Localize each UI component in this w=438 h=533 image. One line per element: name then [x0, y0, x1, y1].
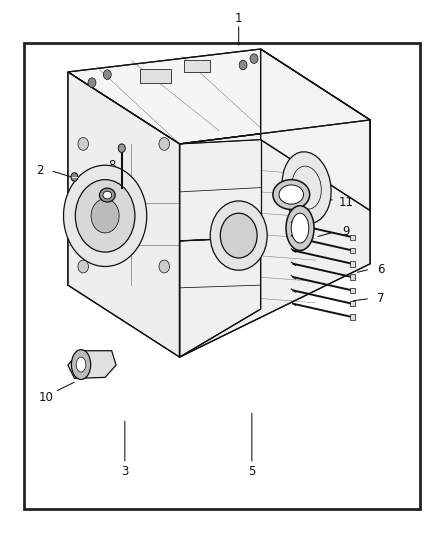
- Polygon shape: [180, 120, 370, 357]
- Ellipse shape: [282, 152, 331, 223]
- Circle shape: [250, 54, 258, 63]
- Polygon shape: [261, 49, 370, 211]
- Ellipse shape: [291, 213, 309, 243]
- Circle shape: [210, 201, 267, 270]
- Polygon shape: [180, 237, 261, 357]
- Bar: [184, 60, 210, 72]
- Circle shape: [88, 78, 96, 87]
- Bar: [350, 314, 355, 320]
- Polygon shape: [68, 49, 370, 144]
- Circle shape: [78, 138, 88, 150]
- Text: 2: 2: [35, 164, 43, 177]
- Circle shape: [91, 199, 119, 233]
- Bar: [350, 301, 355, 306]
- Ellipse shape: [71, 350, 91, 379]
- Ellipse shape: [103, 191, 112, 199]
- Text: 3: 3: [121, 465, 128, 478]
- Circle shape: [239, 60, 247, 70]
- Ellipse shape: [286, 206, 314, 251]
- Circle shape: [78, 260, 88, 273]
- Ellipse shape: [76, 357, 86, 372]
- Text: 6: 6: [377, 263, 385, 276]
- Text: 11: 11: [339, 196, 353, 209]
- Circle shape: [103, 70, 111, 79]
- Polygon shape: [68, 351, 116, 378]
- Circle shape: [159, 138, 170, 150]
- Text: 5: 5: [248, 465, 255, 478]
- Circle shape: [71, 173, 78, 181]
- Circle shape: [159, 260, 170, 273]
- Ellipse shape: [99, 188, 115, 202]
- Circle shape: [118, 144, 125, 152]
- Bar: [350, 288, 355, 293]
- Text: 10: 10: [39, 391, 53, 403]
- Text: 7: 7: [377, 292, 385, 305]
- Text: 9: 9: [342, 225, 350, 238]
- Bar: [350, 274, 355, 280]
- Circle shape: [64, 165, 147, 266]
- Bar: [140, 69, 171, 83]
- Polygon shape: [68, 72, 180, 357]
- Bar: [24, 43, 420, 509]
- Bar: [350, 235, 355, 240]
- Text: 4: 4: [77, 196, 85, 209]
- Ellipse shape: [273, 180, 310, 209]
- Bar: [350, 261, 355, 266]
- Text: 1: 1: [235, 12, 243, 25]
- Circle shape: [220, 213, 257, 258]
- Ellipse shape: [279, 185, 304, 204]
- Text: 8: 8: [108, 159, 115, 172]
- Circle shape: [75, 180, 135, 252]
- Bar: [350, 248, 355, 253]
